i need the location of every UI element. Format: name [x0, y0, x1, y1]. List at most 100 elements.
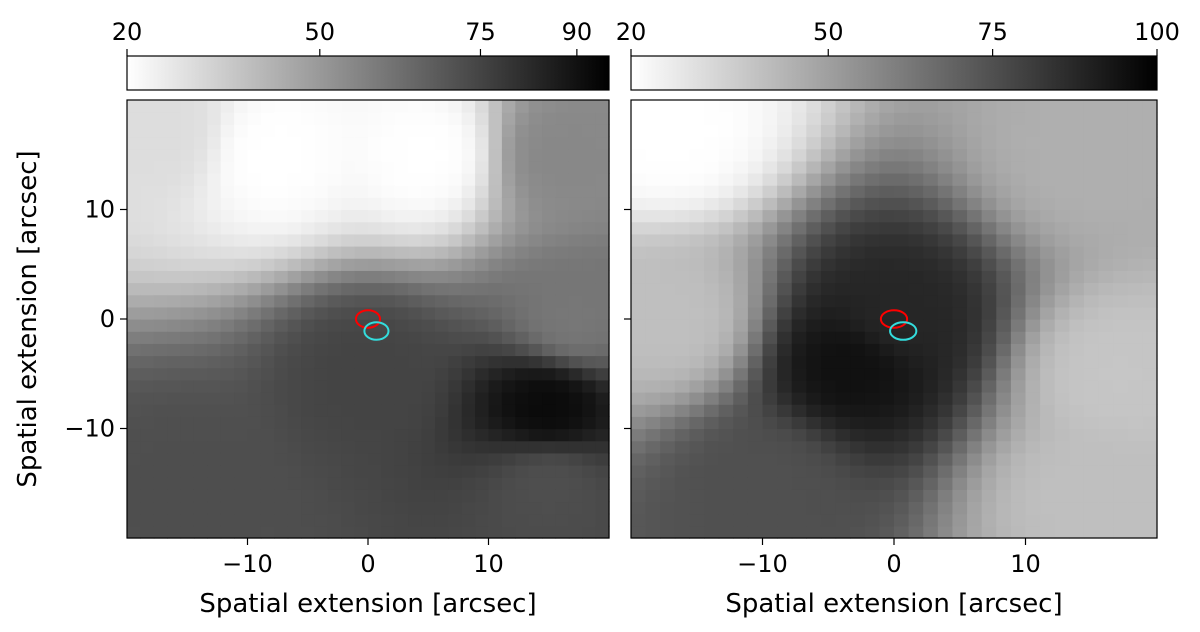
heatmap-cell	[140, 513, 155, 527]
heatmap-cell	[434, 173, 449, 186]
heatmap-cell	[475, 379, 490, 393]
heatmap-cell	[247, 416, 262, 430]
heatmap-cell	[631, 173, 647, 186]
heatmap-cell	[981, 392, 997, 405]
heatmap-cell	[981, 294, 997, 308]
heatmap-cell	[879, 392, 895, 405]
heatmap-cell	[835, 233, 851, 247]
heatmap-cell	[952, 185, 968, 198]
heatmap-cell	[501, 306, 516, 320]
heatmap-cell	[996, 319, 1012, 332]
heatmap-cell	[127, 343, 141, 357]
heatmap-cell	[850, 379, 866, 393]
heatmap-cell	[368, 440, 382, 454]
heatmap-cell	[234, 306, 249, 320]
heatmap-cell	[1083, 258, 1100, 271]
heatmap-cell	[835, 355, 851, 369]
heatmap-cell	[864, 258, 880, 271]
heatmap-cell	[704, 282, 720, 296]
heatmap-cell	[394, 270, 409, 284]
heatmap-cell	[1040, 258, 1056, 271]
heatmap-cell	[595, 209, 610, 223]
heatmap-cell	[220, 513, 235, 527]
heatmap-cell	[1010, 100, 1027, 113]
heatmap-cell	[864, 173, 880, 186]
heatmap-cell	[1054, 185, 1070, 198]
heatmap-cell	[287, 428, 302, 442]
heatmap-cell	[1083, 513, 1100, 527]
colorbar-tick-label: 100	[1134, 18, 1180, 46]
heatmap-cell	[421, 367, 436, 381]
heatmap-cell	[718, 185, 734, 198]
heatmap-cell	[1113, 452, 1129, 466]
heatmap-cell	[461, 197, 476, 211]
heatmap-cell	[806, 221, 822, 235]
heatmap-cell	[381, 489, 396, 503]
heatmap-cell	[568, 185, 583, 198]
heatmap-cell	[501, 343, 516, 357]
heatmap-cell	[153, 136, 168, 150]
heatmap-cell	[762, 160, 778, 174]
heatmap-cell	[1025, 160, 1041, 174]
heatmap-cell	[967, 392, 983, 405]
heatmap-cell	[981, 416, 997, 430]
heatmap-cell	[193, 112, 208, 125]
heatmap-cell	[952, 112, 968, 125]
heatmap-cell	[820, 197, 837, 211]
heatmap-cell	[981, 477, 997, 490]
heatmap-cell	[301, 294, 316, 308]
heatmap-cell	[568, 160, 583, 174]
colorbar-tick-label: 90	[562, 18, 593, 46]
heatmap-cell	[879, 416, 895, 430]
heatmap-cell	[140, 233, 155, 247]
heatmap-cell	[937, 258, 954, 271]
heatmap-cell	[568, 306, 583, 320]
heatmap-cell	[381, 465, 396, 478]
heatmap-cell	[475, 525, 490, 539]
heatmap-cell	[301, 233, 316, 247]
heatmap-cell	[354, 160, 369, 174]
heatmap-cell	[1010, 294, 1027, 308]
heatmap-cell	[475, 367, 490, 381]
heatmap-cell	[461, 319, 476, 332]
heatmap-cell	[1054, 136, 1070, 150]
heatmap-cell	[835, 148, 851, 162]
heatmap-cells	[127, 100, 610, 539]
heatmap-cell	[762, 331, 778, 344]
heatmap-cell	[704, 392, 720, 405]
heatmap-cell	[1098, 343, 1114, 357]
heatmap-cell	[555, 160, 570, 174]
heatmap-cell	[894, 513, 910, 527]
heatmap-cell	[207, 258, 222, 271]
heatmap-cell	[528, 112, 543, 125]
heatmap-cell	[287, 525, 302, 539]
heatmap-cell	[247, 136, 262, 150]
heatmap-cell	[528, 477, 543, 490]
heatmap-cell	[260, 319, 275, 332]
heatmap-cell	[368, 112, 382, 125]
heatmap-cell	[762, 440, 778, 454]
heatmap-cell	[835, 124, 851, 138]
heatmap-cell	[747, 452, 764, 466]
heatmap-cell	[140, 270, 155, 284]
heatmap-cell	[879, 379, 895, 393]
heatmap-cell	[850, 477, 866, 490]
heatmap-cell	[475, 233, 490, 247]
heatmap-cell	[274, 525, 289, 539]
heatmap-cell	[806, 160, 822, 174]
heatmap-cell	[952, 294, 968, 308]
heatmap-cell	[434, 197, 449, 211]
heatmap-cell	[923, 100, 939, 113]
heatmap-cell	[1054, 513, 1070, 527]
heatmap-cell	[260, 489, 275, 503]
heatmap-cell	[408, 306, 423, 320]
heatmap-cell	[777, 282, 793, 296]
heatmap-cell	[528, 465, 543, 478]
heatmap-cell	[140, 294, 155, 308]
heatmap-cell	[461, 513, 476, 527]
heatmap-cell	[274, 258, 289, 271]
heatmap-cell	[555, 246, 570, 259]
heatmap-cell	[515, 404, 530, 417]
heatmap-cell	[180, 221, 195, 235]
heatmap-cell	[1054, 440, 1070, 454]
